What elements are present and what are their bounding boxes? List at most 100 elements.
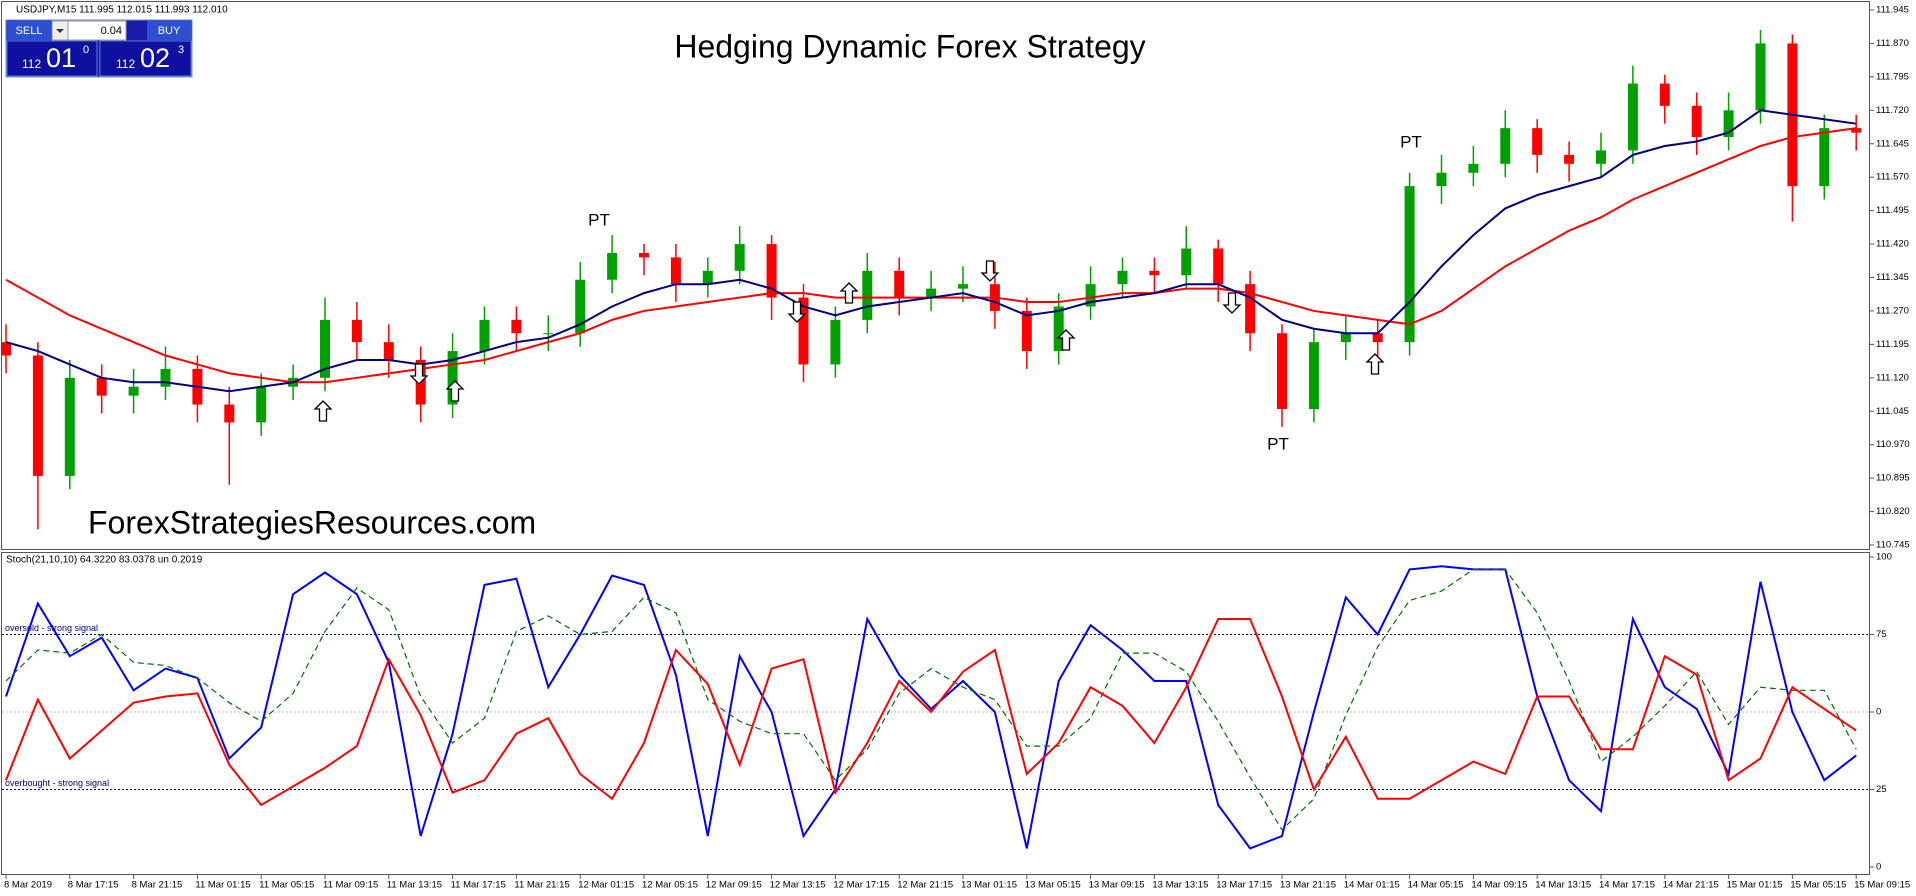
down-arrow	[409, 363, 429, 385]
candle-body	[1819, 128, 1830, 187]
y-tick-label: 111.570	[1876, 172, 1909, 183]
candle-body	[128, 386, 139, 396]
down-arrow	[1222, 292, 1242, 314]
up-arrow	[839, 282, 859, 304]
candle-body	[1308, 342, 1319, 410]
marks: 110.745 110.820 110.895 110.970 111.045 111.1…	[1, 5, 1910, 891]
x-tick-label: 13 Mar 09:15	[1089, 880, 1145, 891]
candle-body	[1436, 172, 1447, 187]
annotation: PT	[1400, 132, 1422, 151]
candle-body	[894, 270, 905, 298]
candle-body	[1468, 163, 1479, 173]
candle-body	[256, 386, 267, 423]
annotation: PT	[1267, 434, 1289, 453]
y-tick-label: 111.195	[1876, 339, 1909, 350]
x-tick-label: 11 Mar 13:15	[387, 880, 442, 891]
level-label: overbought - strong signal	[5, 778, 109, 788]
buy-price-box[interactable]	[99, 40, 192, 77]
y-tick-label: 111.720	[1876, 105, 1909, 116]
candle-body	[511, 319, 522, 334]
lot-field[interactable]	[67, 20, 127, 41]
buy-label[interactable]: BUY	[158, 25, 181, 37]
x-tick-label: 12 Mar 13:15	[770, 880, 826, 891]
sell-price-big: 112	[22, 57, 41, 71]
y-tick-label: 111.270	[1876, 305, 1909, 316]
candle-body	[575, 279, 586, 334]
x-tick-label: 12 Mar 17:15	[833, 880, 889, 891]
candle-body	[1627, 83, 1638, 151]
sell-price-box[interactable]	[6, 40, 98, 77]
candle-body	[702, 270, 713, 285]
x-tick-label: 14 Mar 01:15	[1344, 880, 1400, 891]
x-tick-label: 8 Mar 21:15	[132, 880, 183, 891]
y-tick-label: 75	[1876, 629, 1887, 640]
candle-body	[1596, 150, 1606, 164]
y-tick-label: 111.045	[1876, 406, 1909, 417]
buy-button[interactable]	[147, 21, 191, 40]
y-tick-label: 111.345	[1876, 272, 1909, 283]
symbol-line: USDJPY,M15 111.995 112.015 111.993 112.0…	[16, 5, 228, 16]
up-arrow	[313, 400, 333, 422]
buy-price-main: 02	[140, 43, 170, 73]
candle-body	[607, 252, 618, 280]
down-arrow	[787, 301, 807, 323]
sell-price-main: 01	[46, 43, 76, 73]
x-tick-label: 11 Mar 05:15	[259, 880, 314, 891]
candle-body	[1532, 128, 1543, 155]
x-tick-label: 13 Mar 21:15	[1280, 880, 1336, 891]
x-tick-label: 15 Mar 05:15	[1790, 880, 1846, 891]
x-tick-label: 11 Mar 17:15	[451, 880, 506, 891]
y-tick-label: 100	[1876, 552, 1892, 563]
x-tick-label: 12 Mar 05:15	[642, 880, 698, 891]
candle-body	[1340, 333, 1351, 343]
up-arrow	[1365, 353, 1385, 375]
y-tick-label: 111.495	[1876, 205, 1909, 216]
y-tick-label: 111.795	[1876, 71, 1909, 82]
y-tick-label: 111.420	[1876, 239, 1909, 250]
price-panel-frame	[1, 1, 1870, 550]
candle-body	[862, 270, 873, 320]
x-tick-label: 14 Mar 13:15	[1535, 880, 1591, 891]
x-tick-label: 14 Mar 09:15	[1471, 880, 1527, 891]
x-tick-label: 13 Mar 05:15	[1025, 880, 1081, 891]
y-tick-label: 111.870	[1876, 38, 1909, 49]
candle-body	[1372, 333, 1383, 343]
candle-body	[1564, 154, 1575, 164]
candle-body	[798, 297, 809, 365]
sell-label[interactable]: SELL	[16, 25, 43, 37]
y-tick-label: 111.120	[1876, 372, 1909, 383]
candle-body	[1149, 270, 1160, 276]
candle-body	[351, 319, 362, 343]
candle-body	[670, 257, 681, 285]
signal-arrows	[313, 260, 1385, 422]
candle-body	[96, 377, 107, 396]
y-tick-label: 110.745	[1876, 540, 1910, 551]
chart-title: Hedging Dynamic Forex Strategy	[674, 28, 1145, 64]
candle-body	[1691, 105, 1702, 138]
candle-body	[32, 355, 43, 476]
sell-button[interactable]	[7, 21, 51, 40]
candle-body	[224, 404, 235, 423]
x-tick-label: 11 Mar 09:15	[323, 880, 378, 891]
candle-body	[1117, 270, 1128, 285]
lot-value[interactable]: 0.04	[101, 25, 122, 37]
candle-body	[320, 319, 330, 378]
candle-body	[1659, 83, 1670, 106]
candle-body	[926, 288, 937, 298]
indicator-label: Stoch(21,10,10) 64.3220 83.0378 un 0.201…	[6, 555, 203, 566]
series-line	[5, 109, 1857, 393]
candle-body	[830, 319, 841, 365]
trade-panel: SELL 0.04 BUY 112 01 0 112 02 3	[5, 19, 193, 78]
candle-body	[1213, 248, 1224, 285]
x-tick-label: 15 Mar 09:15	[1854, 880, 1910, 891]
x-tick-label: 12 Mar 01:15	[578, 880, 634, 891]
series-line	[5, 565, 1857, 850]
candle-body	[1277, 333, 1287, 410]
x-tick-label: 11 Mar 21:15	[514, 880, 569, 891]
sell-price-sup: 0	[83, 44, 89, 56]
candle-body	[734, 244, 745, 271]
candle-body	[1851, 128, 1862, 133]
buy-price-sup: 3	[178, 44, 184, 56]
candle-body	[1245, 284, 1256, 334]
candle-body	[479, 319, 490, 352]
